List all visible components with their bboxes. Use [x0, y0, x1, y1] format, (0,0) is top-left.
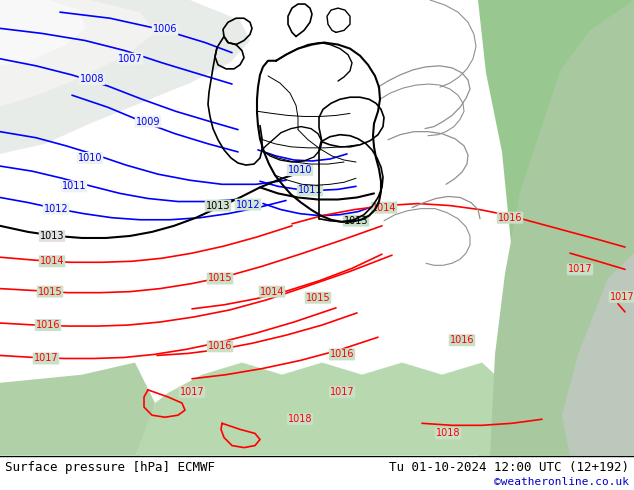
- Text: 1010: 1010: [78, 153, 102, 163]
- Text: ©weatheronline.co.uk: ©weatheronline.co.uk: [494, 477, 629, 487]
- Text: 1017: 1017: [179, 387, 204, 397]
- Polygon shape: [478, 0, 634, 456]
- Text: Tu 01-10-2024 12:00 UTC (12+192): Tu 01-10-2024 12:00 UTC (12+192): [389, 461, 629, 474]
- Text: 1010: 1010: [288, 165, 313, 175]
- Text: 1014: 1014: [40, 256, 64, 266]
- Text: Surface pressure [hPa] ECMWF: Surface pressure [hPa] ECMWF: [5, 461, 215, 474]
- Text: 1011: 1011: [61, 181, 86, 191]
- Polygon shape: [490, 0, 634, 456]
- Text: 1013: 1013: [344, 216, 368, 226]
- Text: 1016: 1016: [208, 342, 232, 351]
- Text: 1012: 1012: [44, 204, 68, 214]
- Polygon shape: [0, 0, 155, 106]
- Text: 1013: 1013: [40, 231, 64, 241]
- Polygon shape: [135, 363, 525, 456]
- Polygon shape: [0, 0, 85, 66]
- Text: 1016: 1016: [498, 213, 522, 223]
- Text: 1014: 1014: [372, 202, 396, 213]
- Text: 1011: 1011: [298, 185, 322, 196]
- Polygon shape: [562, 253, 634, 456]
- Text: 1013: 1013: [206, 200, 230, 211]
- Text: 1017: 1017: [610, 292, 634, 302]
- Text: 1008: 1008: [80, 74, 104, 84]
- Text: 1014: 1014: [260, 287, 284, 296]
- Text: 1017: 1017: [34, 353, 58, 364]
- Text: 1015: 1015: [37, 287, 62, 296]
- Polygon shape: [540, 417, 580, 456]
- Text: 1016: 1016: [330, 349, 354, 360]
- Text: 1012: 1012: [236, 199, 261, 210]
- Text: 1015: 1015: [306, 293, 330, 303]
- Polygon shape: [578, 73, 634, 269]
- Text: 1016: 1016: [450, 335, 474, 345]
- Polygon shape: [0, 363, 155, 456]
- Text: 1009: 1009: [136, 117, 160, 126]
- Polygon shape: [0, 0, 250, 154]
- Text: 1017: 1017: [567, 265, 592, 274]
- Text: 1018: 1018: [436, 428, 460, 439]
- Text: 1016: 1016: [36, 320, 60, 330]
- Text: 1007: 1007: [118, 54, 142, 64]
- Text: 1006: 1006: [153, 24, 178, 34]
- Text: 1018: 1018: [288, 414, 313, 424]
- Text: 1017: 1017: [330, 387, 354, 397]
- Polygon shape: [558, 278, 634, 456]
- Text: 1015: 1015: [208, 273, 232, 284]
